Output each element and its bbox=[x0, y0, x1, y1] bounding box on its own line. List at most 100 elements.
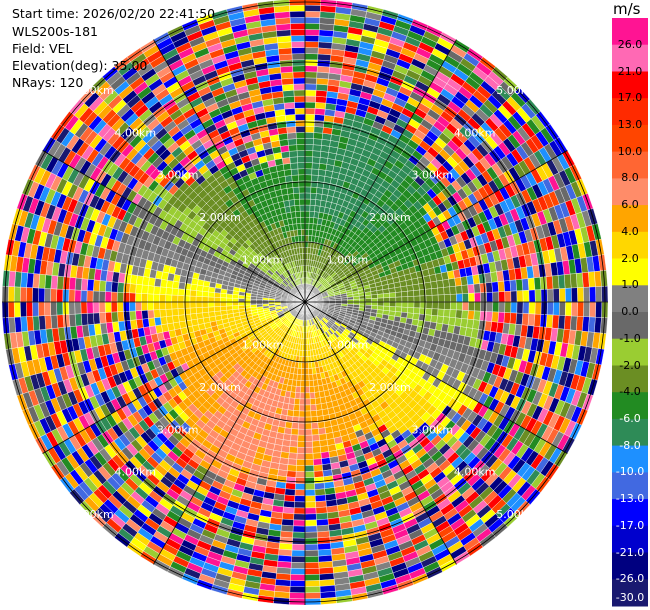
ppi-gate bbox=[589, 286, 597, 303]
ppi-gate bbox=[304, 507, 317, 515]
ppi-gate bbox=[313, 385, 320, 393]
ppi-gate bbox=[311, 168, 320, 176]
ppi-gate bbox=[123, 311, 131, 322]
ppi-gate bbox=[304, 428, 313, 436]
ppi-gate bbox=[304, 83, 317, 91]
ppi-gate bbox=[436, 315, 444, 324]
ppi-gate bbox=[449, 309, 457, 318]
ppi-gate bbox=[304, 204, 311, 212]
ppi-gate bbox=[80, 301, 88, 314]
ppi-gate bbox=[285, 476, 296, 484]
ppi-gate bbox=[312, 446, 321, 454]
ppi-gate bbox=[450, 301, 457, 311]
ppi-gate bbox=[304, 398, 311, 406]
ppi-gate bbox=[304, 168, 313, 176]
ppi-gate bbox=[195, 301, 203, 308]
ppi-gate bbox=[177, 308, 185, 316]
ppi-gate bbox=[314, 102, 327, 110]
ppi-gate bbox=[283, 427, 292, 435]
ppi-gate bbox=[86, 312, 95, 325]
ppi-gate bbox=[310, 186, 318, 194]
ppi-gate bbox=[288, 452, 298, 460]
ppi-gate bbox=[38, 287, 45, 303]
ppi-gate bbox=[201, 291, 209, 298]
ppi-gate bbox=[317, 421, 326, 429]
ppi-gate bbox=[304, 525, 318, 533]
ppi-gate bbox=[389, 297, 397, 303]
ppi-gate bbox=[207, 301, 215, 308]
ppi-gate bbox=[301, 368, 306, 375]
ppi-gate bbox=[293, 404, 300, 412]
ppi-gate bbox=[395, 296, 403, 303]
ppi-gate bbox=[443, 286, 451, 295]
ppi-gate bbox=[443, 309, 451, 318]
ppi-gate bbox=[298, 410, 306, 418]
ppi-gate bbox=[565, 301, 572, 317]
ppi-gate bbox=[491, 311, 499, 323]
ppi-gate bbox=[461, 310, 469, 320]
ppi-gate bbox=[304, 156, 313, 163]
ppi-gate bbox=[278, 542, 293, 551]
ppi-gate bbox=[546, 288, 554, 303]
ppi-gate bbox=[533, 277, 542, 291]
ppi-gate bbox=[290, 568, 306, 575]
ppi-gate bbox=[32, 301, 39, 317]
ppi-gate bbox=[291, 543, 306, 551]
ppi-gate bbox=[238, 298, 245, 303]
ppi-gate bbox=[304, 23, 320, 30]
ppi-gate bbox=[104, 301, 112, 313]
ppi-gate bbox=[304, 447, 314, 454]
ppi-gate bbox=[444, 294, 451, 303]
ppi-gate bbox=[147, 285, 155, 295]
ppi-gate bbox=[528, 301, 536, 315]
ppi-gate bbox=[462, 293, 469, 303]
ppi-gate bbox=[147, 309, 155, 319]
ppi-gate bbox=[462, 301, 469, 311]
ppi-gate bbox=[178, 314, 186, 323]
ppi-gate bbox=[316, 524, 330, 533]
ppi-gate bbox=[294, 392, 301, 399]
ppi-gate bbox=[552, 301, 560, 316]
ppi-gate bbox=[317, 175, 326, 183]
ppi-gate bbox=[196, 312, 204, 320]
ppi-gate bbox=[413, 289, 421, 297]
ppi-gate bbox=[290, 562, 306, 569]
ppi-gate bbox=[316, 71, 330, 80]
ppi-gate bbox=[319, 439, 329, 447]
ppi-gate bbox=[316, 77, 329, 86]
ppi-gate bbox=[153, 286, 161, 295]
ppi-gate bbox=[287, 458, 297, 466]
ppi-gate bbox=[304, 410, 312, 418]
ppi-gate bbox=[424, 314, 432, 323]
ppi-gate bbox=[195, 290, 203, 297]
ppi-gate bbox=[304, 386, 310, 394]
ppi-gate bbox=[467, 310, 475, 320]
ppi-gate bbox=[315, 512, 328, 521]
ppi-gate bbox=[320, 396, 327, 405]
ppi-gate bbox=[296, 447, 306, 454]
ppi-gate bbox=[172, 280, 180, 289]
ppi-gate bbox=[304, 174, 312, 182]
ppi-gate bbox=[304, 17, 321, 24]
ppi-gate bbox=[226, 297, 233, 303]
ppi-gate bbox=[300, 374, 306, 381]
ppi-gate bbox=[474, 292, 481, 303]
ppi-gate bbox=[444, 301, 451, 310]
ppi-gate bbox=[437, 294, 445, 303]
ppi-gate bbox=[312, 452, 322, 460]
ppi-gate bbox=[123, 282, 131, 293]
ppi-gate bbox=[296, 453, 306, 460]
ppi-gate bbox=[304, 47, 319, 55]
ppi-gate bbox=[226, 301, 233, 307]
ppi-gate bbox=[509, 312, 517, 325]
ppi-gate bbox=[314, 494, 327, 502]
ppi-gate bbox=[595, 286, 603, 303]
ppi-gate bbox=[559, 288, 566, 303]
ppi-gate bbox=[166, 280, 174, 289]
ppi-gate bbox=[92, 290, 100, 303]
ppi-gate bbox=[595, 301, 603, 318]
ppi-gate bbox=[213, 297, 221, 303]
ppi-gate bbox=[365, 294, 372, 299]
ppi-gate bbox=[280, 524, 294, 533]
ppi-gate bbox=[285, 482, 296, 490]
